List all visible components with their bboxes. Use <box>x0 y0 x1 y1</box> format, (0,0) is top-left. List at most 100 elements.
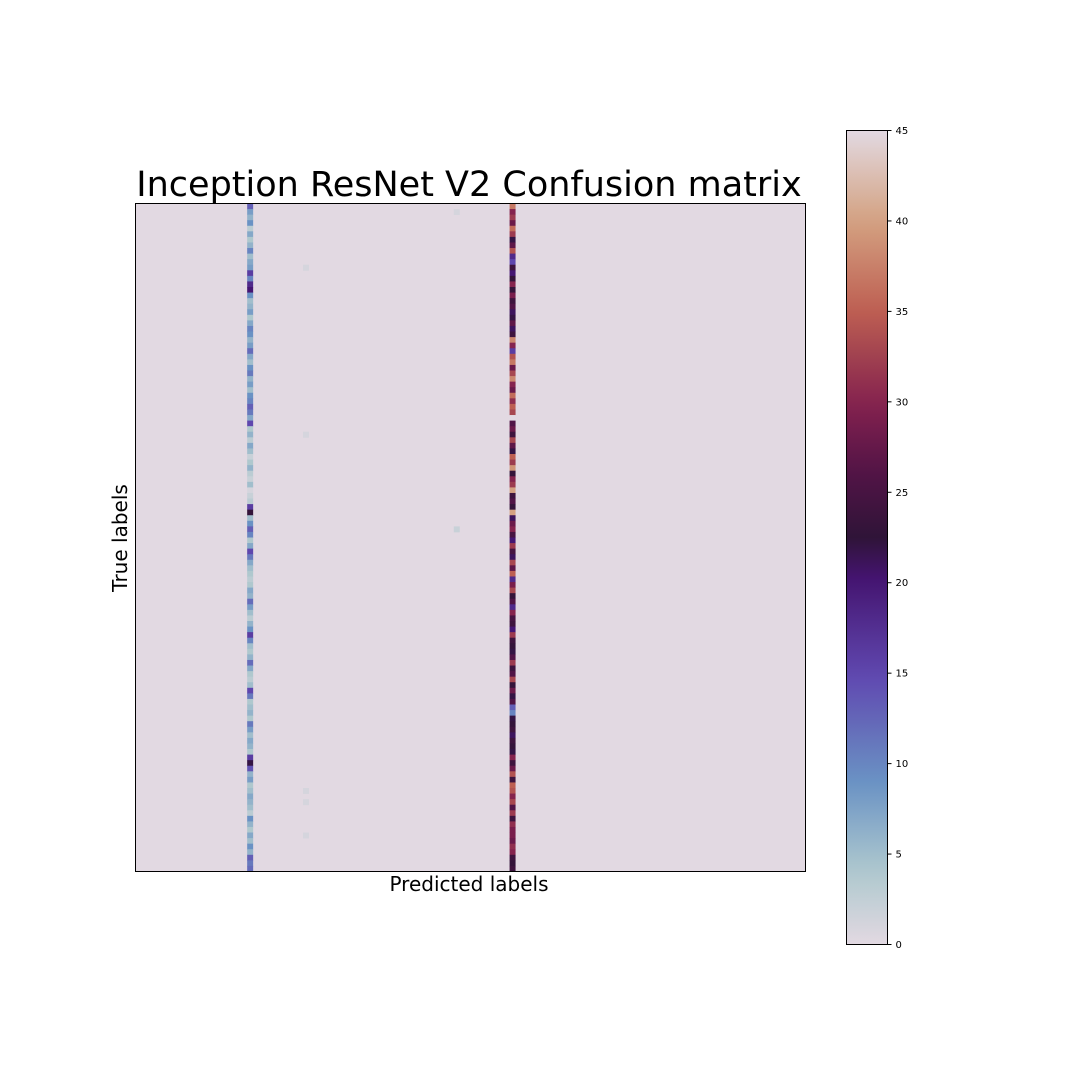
heatmap-cell <box>247 281 254 288</box>
heatmap-cell <box>509 559 516 566</box>
heatmap-cell <box>509 325 516 332</box>
heatmap-cell <box>509 587 516 594</box>
heatmap-cell <box>247 359 254 366</box>
heatmap-cell <box>247 749 254 755</box>
heatmap-cell <box>247 799 254 806</box>
heatmap-cell <box>509 331 516 338</box>
heatmap-cell <box>247 509 254 516</box>
heatmap-cell <box>303 431 309 438</box>
heatmap-cell <box>509 749 516 755</box>
heatmap-cell <box>509 264 516 271</box>
heatmap-cell <box>509 359 516 366</box>
colorbar-tick-label: 20 <box>896 578 909 589</box>
colorbar-tick-label: 30 <box>896 397 909 408</box>
heatmap-cell <box>247 225 254 232</box>
heatmap-cell <box>509 576 516 583</box>
colorbar-tick-label: 5 <box>896 850 902 861</box>
heatmap-cell <box>509 854 516 861</box>
chart-title: Inception ResNet V2 Confusion matrix <box>136 165 801 205</box>
heatmap-cell <box>509 565 516 572</box>
heatmap-cell <box>247 320 254 327</box>
heatmap-cell <box>509 554 516 561</box>
heatmap-cell <box>509 671 516 678</box>
heatmap-cell <box>509 665 516 672</box>
heatmap-cell <box>247 838 254 845</box>
heatmap-cell <box>509 275 516 282</box>
heatmap-cell <box>509 704 516 711</box>
heatmap-cell <box>247 815 254 822</box>
heatmap-cell <box>247 398 254 405</box>
heatmap-cell <box>247 465 254 472</box>
heatmap-cell <box>247 604 254 611</box>
heatmap-cell <box>509 838 516 845</box>
heatmap-cell <box>509 648 516 655</box>
heatmap-cell <box>247 298 254 305</box>
heatmap-cell <box>247 392 254 399</box>
heatmap-cell <box>303 832 309 839</box>
heatmap-cell <box>247 865 254 872</box>
heatmap-cell <box>509 726 516 733</box>
heatmap-cell <box>247 287 254 293</box>
heatmap-cell <box>509 292 516 299</box>
heatmap-cell <box>509 492 516 499</box>
heatmap-cell <box>247 203 254 210</box>
heatmap-cell <box>509 303 516 310</box>
heatmap-cell <box>509 476 516 483</box>
heatmap-cell <box>509 570 516 577</box>
heatmap-cell <box>509 415 516 421</box>
heatmap-cell <box>247 231 254 238</box>
heatmap-cell <box>509 220 516 227</box>
heatmap-cell <box>509 209 516 216</box>
heatmap-cell <box>509 526 516 533</box>
heatmap-cell <box>247 543 254 550</box>
heatmap-cell <box>247 648 254 655</box>
heatmap-cell <box>509 637 516 644</box>
heatmap-cell <box>509 771 516 778</box>
heatmap-cell <box>247 765 254 772</box>
heatmap-cell <box>247 348 254 355</box>
heatmap-cell <box>509 743 516 750</box>
heatmap-cell <box>509 225 516 232</box>
heatmap-cell <box>247 342 254 349</box>
heatmap-cell <box>509 381 516 388</box>
heatmap-cell <box>509 621 516 627</box>
heatmap-cell <box>509 481 516 488</box>
heatmap-cell <box>247 331 254 338</box>
heatmap-cell <box>247 292 254 299</box>
heatmap-cell <box>509 860 516 867</box>
heatmap-cell <box>509 593 516 600</box>
heatmap-cell <box>509 682 516 689</box>
heatmap-cell <box>247 253 254 260</box>
heatmap-cell <box>509 754 516 761</box>
heatmap-cell <box>509 760 516 767</box>
heatmap-cell <box>509 849 516 856</box>
heatmap-cell <box>247 743 254 750</box>
heatmap-cell <box>247 559 254 566</box>
heatmap-cell <box>509 320 516 327</box>
heatmap-cell <box>247 804 254 811</box>
heatmap-cell <box>509 821 516 828</box>
heatmap-cell <box>247 726 254 733</box>
heatmap-cell <box>247 637 254 644</box>
heatmap-cell <box>247 554 254 561</box>
heatmap-cell <box>509 465 516 472</box>
heatmap-cell <box>509 403 516 410</box>
heatmap-cell <box>247 621 254 627</box>
heatmap-cell <box>247 710 254 717</box>
heatmap-cell <box>247 737 254 744</box>
heatmap-cell <box>247 593 254 600</box>
heatmap-cell <box>509 242 516 249</box>
heatmap-cell <box>509 609 516 616</box>
heatmap-cell <box>509 676 516 683</box>
heatmap-cell <box>247 264 254 271</box>
heatmap-cell <box>247 515 254 522</box>
heatmap-cell <box>509 632 516 639</box>
heatmap-cell <box>247 760 254 767</box>
heatmap-cell <box>247 832 254 839</box>
heatmap-cell <box>247 376 254 383</box>
heatmap-cell <box>509 214 516 221</box>
heatmap-cell <box>247 337 254 344</box>
heatmap-cell <box>303 799 309 806</box>
heatmap-cell <box>247 481 254 488</box>
heatmap-cell <box>247 409 254 416</box>
